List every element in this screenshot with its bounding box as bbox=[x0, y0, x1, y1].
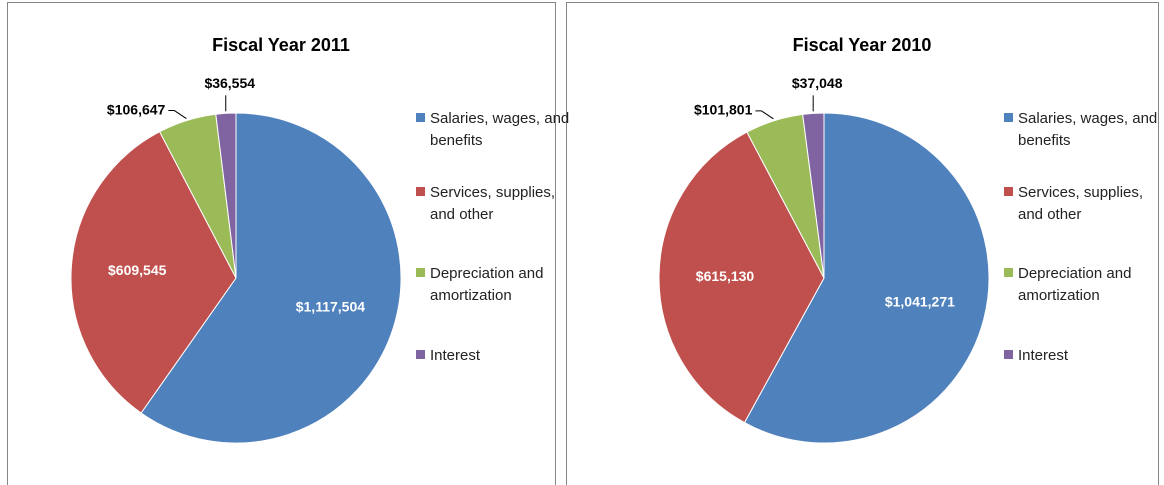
pie-slice bbox=[70, 131, 237, 414]
legend-label: Services, supplies, and other bbox=[1018, 184, 1144, 223]
legend-label: Interest bbox=[1018, 347, 1069, 364]
pie-slice bbox=[658, 131, 825, 424]
data-label: $36,554 bbox=[204, 75, 255, 91]
legend-swatch bbox=[416, 187, 425, 196]
legend-swatch bbox=[1004, 350, 1013, 359]
data-label: $101,801 bbox=[694, 102, 753, 118]
legend-swatch bbox=[416, 268, 425, 277]
leader-line bbox=[168, 110, 187, 119]
pie-slice bbox=[802, 112, 825, 279]
leader-line bbox=[755, 110, 774, 120]
chart-title: Fiscal Year 2011 bbox=[212, 35, 350, 55]
legend-label: Depreciation and amortization bbox=[430, 265, 544, 304]
legend-swatch bbox=[416, 350, 425, 359]
legend-swatch bbox=[1004, 268, 1013, 277]
chart-title: Fiscal Year 2010 bbox=[793, 35, 932, 55]
legend-swatch bbox=[416, 113, 425, 122]
data-label: $615,130 bbox=[696, 268, 755, 284]
data-label: $106,647 bbox=[107, 101, 166, 117]
data-label: $1,117,504 bbox=[296, 299, 366, 315]
data-label: $609,545 bbox=[108, 262, 167, 278]
pie-slice bbox=[215, 112, 237, 279]
legend-label: Interest bbox=[430, 347, 481, 364]
legend-swatch bbox=[1004, 187, 1013, 196]
pie-slice bbox=[743, 112, 990, 444]
data-label: $37,048 bbox=[792, 75, 843, 91]
pie-slice bbox=[140, 112, 402, 444]
legend-label: Services, supplies, and other bbox=[430, 184, 556, 223]
legend-label: Salaries, wages, and benefits bbox=[430, 110, 570, 149]
legend-swatch bbox=[1004, 113, 1013, 122]
legend-label: Depreciation and amortization bbox=[1018, 265, 1132, 304]
legend-label: Salaries, wages, and benefits bbox=[1018, 110, 1158, 149]
data-label: $1,041,271 bbox=[885, 293, 955, 309]
